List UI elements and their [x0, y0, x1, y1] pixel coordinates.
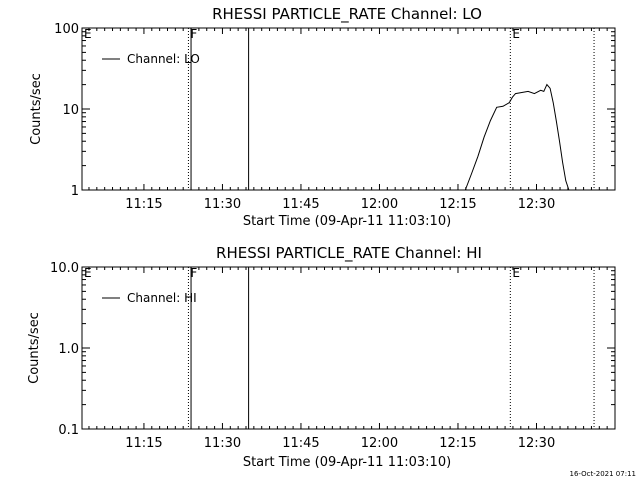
legend-hi: Channel: HI: [102, 291, 197, 305]
x-tick-label: 11:30: [204, 197, 241, 212]
x-axis-label-lo: Start Time (09-Apr-11 11:03:10): [243, 214, 451, 229]
y-tick-label: 10: [62, 103, 79, 118]
y-ticks-hi: 0.1 1.0 10.0: [50, 261, 615, 438]
x-tick-label: 12:00: [361, 436, 398, 451]
marker-label: F: [190, 27, 197, 41]
x-tick-label: 11:30: [204, 436, 241, 451]
footer-timestamp: 16-Oct-2021 07:11: [570, 470, 636, 478]
y-tick-label: 100: [54, 22, 79, 37]
x-axis-label-hi: Start Time (09-Apr-11 11:03:10): [243, 455, 451, 470]
x-ticks-lo: 11:15 11:30 11:45 12:00 12:15 12:30: [88, 28, 608, 212]
x-tick-label: 12:15: [439, 197, 476, 212]
x-tick-label: 12:15: [439, 436, 476, 451]
marker-label: F: [190, 266, 197, 280]
marker-label: E: [84, 27, 92, 41]
y-tick-label: 1.0: [58, 342, 79, 357]
x-tick-label: 11:15: [125, 197, 162, 212]
y-tick-label: 0.1: [58, 423, 79, 438]
x-tick-label: 11:45: [282, 197, 319, 212]
legend-label-lo: Channel: LO: [127, 52, 200, 66]
chart-title-hi: RHESSI PARTICLE_RATE Channel: HI: [216, 244, 482, 263]
y-axis-label-hi: Counts/sec: [27, 312, 42, 384]
x-tick-label: 12:30: [518, 436, 555, 451]
x-tick-label: 11:15: [125, 436, 162, 451]
y-ticks-lo: 1 10 100: [54, 22, 615, 199]
marker-label: E: [84, 266, 92, 280]
x-tick-label: 12:00: [361, 197, 398, 212]
y-tick-label: 10.0: [50, 261, 79, 276]
panel-hi: RHESSI PARTICLE_RATE Channel: HI Counts/…: [27, 244, 616, 470]
y-tick-label: 1: [71, 184, 79, 199]
x-tick-label: 12:30: [518, 197, 555, 212]
legend-label-hi: Channel: HI: [127, 291, 197, 305]
chart-title-lo: RHESSI PARTICLE_RATE Channel: LO: [212, 5, 482, 24]
series-line-lo: [464, 83, 570, 191]
marker-label: E: [512, 266, 520, 280]
panel-lo: RHESSI PARTICLE_RATE Channel: LO Counts/…: [29, 5, 616, 229]
marker-label: E: [512, 27, 520, 41]
x-tick-label: 11:45: [282, 436, 319, 451]
x-ticks-hi: 11:15 11:30 11:45 12:00 12:15 12:30: [88, 267, 608, 451]
legend-lo: Channel: LO: [102, 52, 200, 66]
y-axis-label-lo: Counts/sec: [29, 73, 44, 145]
